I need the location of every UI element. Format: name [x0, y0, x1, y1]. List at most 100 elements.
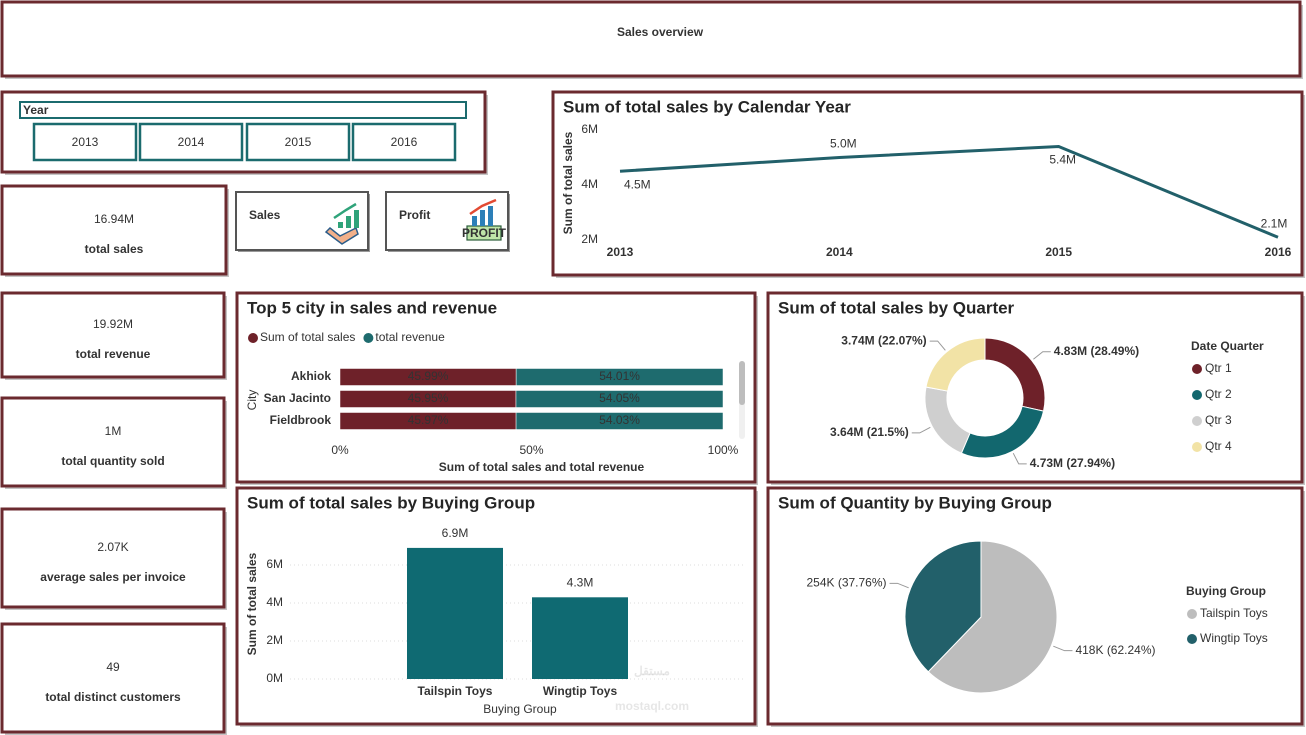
leader-line	[1033, 351, 1051, 360]
legend-label: Qtr 2	[1205, 387, 1232, 401]
slicer-option-label: 2015	[285, 135, 312, 149]
leader-line	[929, 340, 946, 351]
y-axis-title: Sum of total sales	[245, 552, 259, 655]
data-label: 6.9M	[442, 526, 469, 540]
legend-label: Qtr 1	[1205, 361, 1232, 375]
y-tick-label: 4M	[266, 595, 283, 609]
legend-label: Qtr 3	[1205, 413, 1232, 427]
kpi-label: total quantity sold	[61, 454, 164, 468]
scrollbar-thumb	[739, 361, 745, 405]
y-tick-label: Fieldbrook	[270, 413, 332, 427]
y-tick-label: 0M	[266, 671, 283, 685]
y-tick-label: 6M	[581, 122, 598, 136]
panel	[0, 622, 226, 734]
kpi-value: 2.07K	[97, 540, 128, 554]
panel	[0, 0, 1302, 78]
leader-line	[889, 582, 909, 589]
slicer-option[interactable]	[32, 122, 138, 162]
data-label: 4.73M (27.94%)	[1030, 456, 1115, 470]
profit-icon-bar	[488, 206, 493, 226]
legend-swatch	[1192, 416, 1202, 426]
data-label: 2.1M	[1261, 216, 1288, 230]
panel	[0, 184, 228, 276]
legend-label: Qtr 4	[1205, 439, 1232, 453]
bar-segment	[515, 368, 724, 386]
y-tick-label: San Jacinto	[264, 391, 331, 405]
page-title: Sales overview	[617, 25, 704, 39]
chart-title: Top 5 city in sales and revenue	[247, 298, 497, 317]
data-label: 4.3M	[567, 575, 594, 589]
x-axis-title: Sum of total sales and total revenue	[439, 460, 645, 474]
slicer-option-label: 2013	[72, 135, 99, 149]
panel	[0, 291, 226, 379]
slice	[927, 540, 1058, 694]
legend-label: total revenue	[375, 330, 445, 344]
bar-segment	[515, 390, 724, 408]
sales-icon-arrow	[333, 202, 357, 220]
leader-line	[911, 426, 931, 434]
leader-line	[1012, 452, 1027, 465]
data-label: 54.05%	[599, 391, 640, 405]
slicer-option-label: 2016	[391, 135, 418, 149]
kpi-value: 49	[106, 660, 120, 674]
profit-icon-label: PROFIT	[462, 226, 507, 240]
y-tick-label: 6M	[266, 557, 283, 571]
data-label: 5.0M	[830, 137, 857, 151]
legend-swatch	[1187, 609, 1197, 619]
legend-label: Sum of total sales	[260, 330, 355, 344]
legend-title: Date Quarter	[1191, 339, 1264, 353]
kpi-value: 16.94M	[94, 212, 134, 226]
watermark-logo: مستقل	[634, 664, 670, 678]
slicer-option-label: 2014	[178, 135, 205, 149]
kpi-value: 1M	[105, 424, 122, 438]
sales-icon-bar	[346, 216, 351, 228]
profit-icon-arrow	[469, 198, 497, 216]
legend-swatch	[1187, 634, 1197, 644]
y-tick-label: 2M	[266, 633, 283, 647]
legend-label: Tailspin Toys	[1200, 606, 1268, 620]
slicer-option[interactable]	[245, 122, 351, 162]
bar-segment	[515, 412, 724, 430]
sales-icon-bar	[354, 210, 359, 228]
legend-swatch	[363, 333, 374, 343]
y-axis-title: Sum of total sales	[561, 131, 575, 234]
slicer-title: Year	[23, 103, 49, 117]
data-label: 4.83M (28.49%)	[1054, 344, 1139, 358]
chart-title: Sum of total sales by Calendar Year	[563, 97, 851, 116]
chart-title: Sum of total sales by Buying Group	[247, 493, 535, 512]
chart-title: Sum of Quantity by Buying Group	[778, 493, 1052, 512]
x-tick-label: 0%	[331, 443, 349, 457]
legend-swatch	[1192, 364, 1202, 374]
data-label: 45.99%	[408, 369, 449, 383]
y-tick-label: Akhiok	[291, 369, 331, 383]
x-tick-label: 2013	[607, 245, 634, 259]
kpi-label: total revenue	[76, 347, 151, 361]
kpi-label: total sales	[85, 242, 144, 256]
slicer-option[interactable]	[138, 122, 244, 162]
legend-label: Wingtip Toys	[1200, 631, 1268, 645]
kpi-label: average sales per invoice	[40, 570, 186, 584]
data-label: 254K (37.76%)	[806, 576, 886, 590]
data-label: 3.64M (21.5%)	[830, 425, 909, 439]
bar	[532, 597, 628, 679]
kpi-label: total distinct customers	[45, 690, 181, 704]
slicer-header	[19, 101, 467, 119]
slice	[925, 337, 986, 392]
x-axis-title: Buying Group	[483, 702, 557, 716]
panel	[551, 90, 1304, 277]
data-label: 418K (62.24%)	[1075, 643, 1155, 657]
data-label: 45.95%	[408, 391, 449, 405]
data-label: 3.74M (22.07%)	[841, 333, 926, 347]
bar	[407, 547, 503, 679]
panel	[0, 396, 226, 488]
x-tick-label: 2014	[826, 245, 853, 259]
data-label: 4.5M	[624, 177, 651, 191]
y-tick-label: 2M	[581, 232, 598, 246]
watermark-site: mostaql.com	[615, 699, 689, 713]
slicer-option[interactable]	[351, 122, 457, 162]
data-label: 45.97%	[408, 413, 449, 427]
x-tick-label: 2015	[1045, 245, 1072, 259]
profit-icon-bar	[480, 210, 485, 226]
line	[619, 144, 1279, 239]
